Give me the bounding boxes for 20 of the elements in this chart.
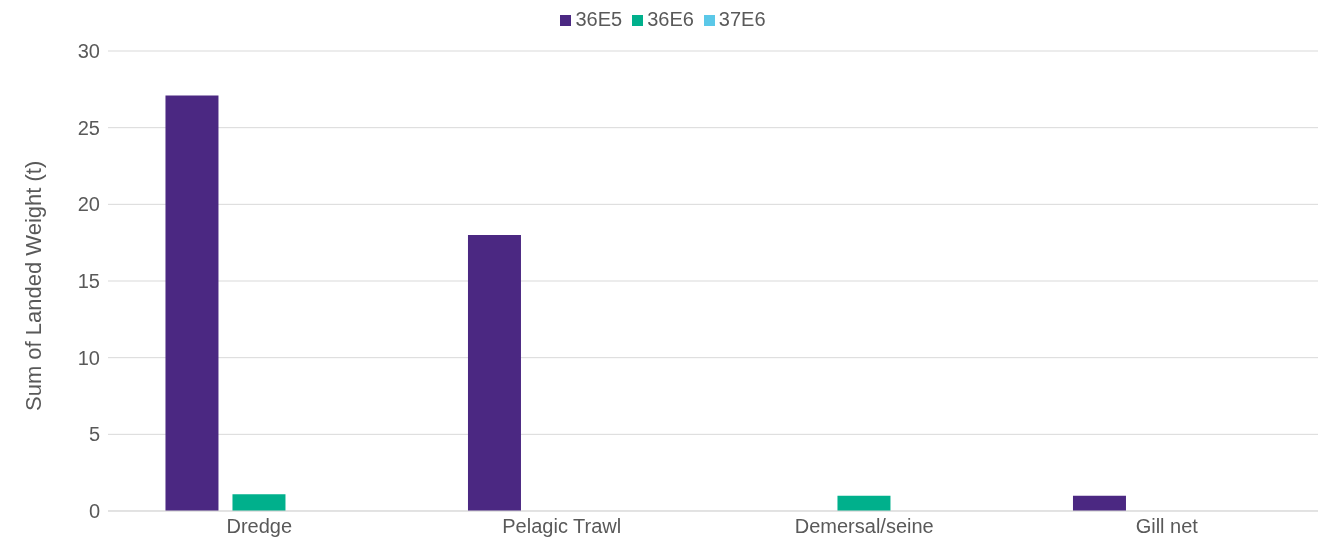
y-tick-label: 30 <box>77 40 100 63</box>
y-tick-label: 20 <box>77 193 100 216</box>
y-tick-label: 10 <box>77 346 100 369</box>
x-tick-label: Dredge <box>226 515 293 538</box>
y-tick-label: 15 <box>77 270 100 293</box>
bar <box>232 494 286 511</box>
legend-label: 36E5 <box>575 8 623 30</box>
x-tick-label: Pelagic Trawl <box>502 515 622 538</box>
bar <box>837 495 891 511</box>
legend-label: 36E6 <box>647 8 694 30</box>
legend-label: 37E6 <box>718 8 766 30</box>
x-tick-label: Demersal/seine <box>794 515 934 538</box>
x-tick-label: Gill net <box>1135 515 1199 538</box>
y-axis-title: Sum of Landed Weight (t) <box>20 160 46 411</box>
bar <box>165 95 219 511</box>
y-tick-label: 5 <box>88 423 100 446</box>
bar <box>1072 495 1126 511</box>
y-tick-label: 25 <box>77 116 100 139</box>
bar <box>467 235 521 511</box>
y-tick-label: 0 <box>88 500 100 523</box>
